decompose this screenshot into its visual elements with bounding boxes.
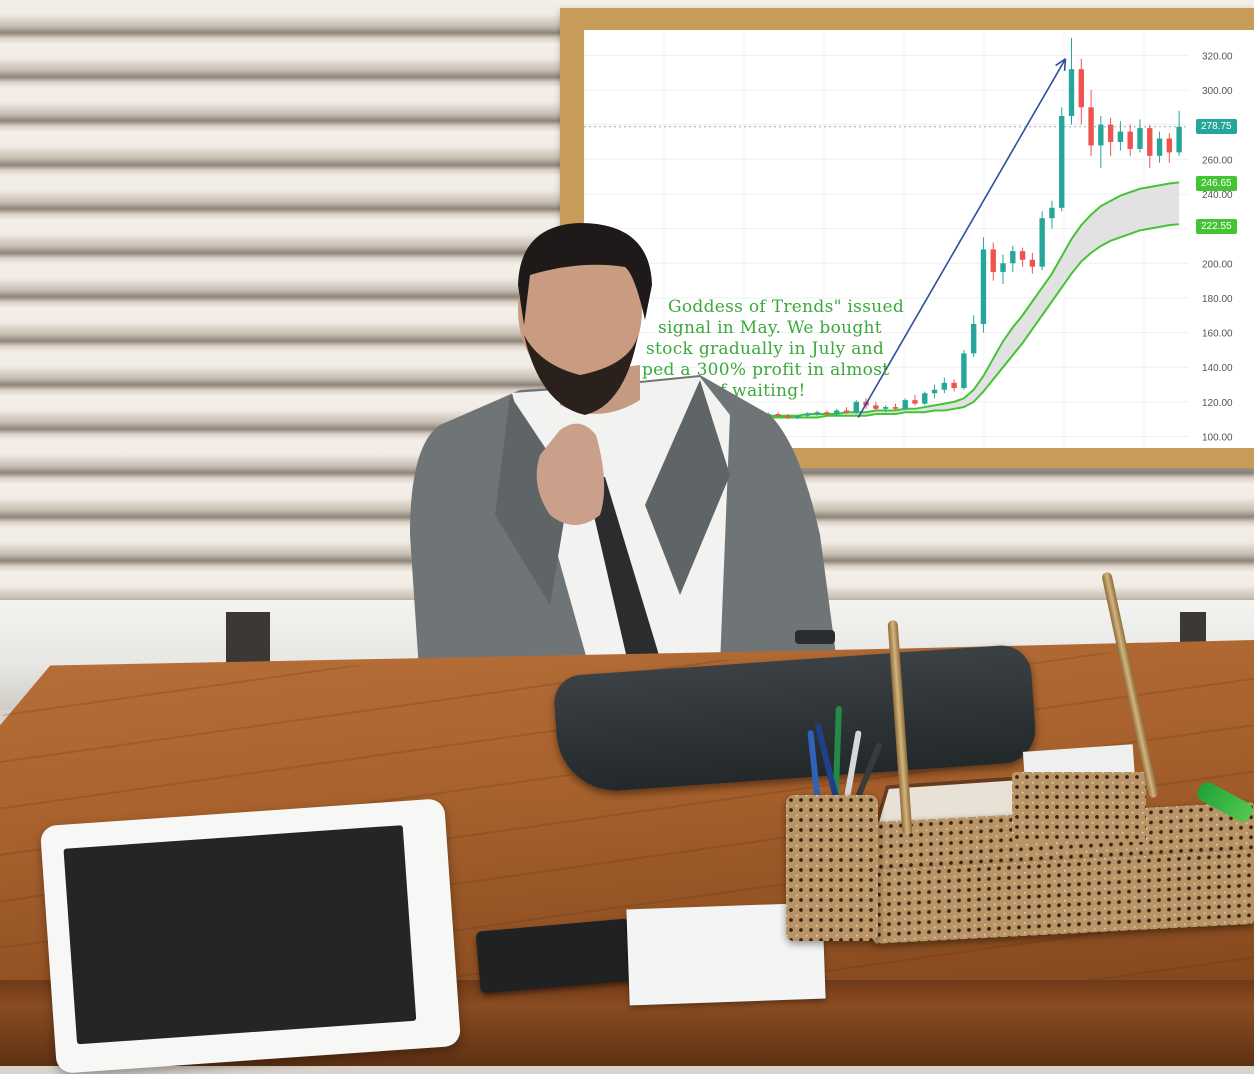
candle-body	[912, 400, 918, 404]
candle-body	[1176, 126, 1182, 153]
trend-arrow-head	[1055, 58, 1067, 71]
candle-body	[882, 407, 889, 409]
candle-body	[1068, 69, 1075, 116]
businessman	[410, 223, 840, 685]
candle-body	[1049, 207, 1055, 219]
candle-body	[961, 353, 967, 389]
candle-body	[1127, 131, 1133, 149]
candle-body	[834, 410, 840, 415]
y-tick-label: 200.00	[1202, 259, 1233, 270]
beard	[524, 335, 638, 415]
candle-body	[1029, 259, 1036, 267]
y-tick-label: 300.00	[1202, 86, 1233, 97]
candle-body	[1147, 128, 1153, 156]
pen-cup	[786, 795, 878, 941]
candle-body	[1156, 138, 1163, 156]
last-price-tag: 278.75	[1196, 119, 1237, 134]
ma-lower-tag: 222.55	[1196, 219, 1237, 234]
caption-line: Goddess of Trends" issued	[668, 297, 904, 317]
ma-band	[738, 182, 1180, 418]
candle-body	[775, 414, 781, 416]
y-tick-label: 260.00	[1202, 155, 1233, 166]
candle-body	[1107, 124, 1114, 142]
candle-body	[1010, 251, 1016, 264]
candle-body	[1166, 138, 1173, 153]
candle-body	[814, 412, 820, 415]
tablet-screen	[63, 825, 417, 1045]
candle-body	[970, 323, 977, 354]
y-tick-label: 160.00	[1202, 329, 1233, 340]
y-tick-label: 140.00	[1202, 363, 1233, 374]
lapel-left	[495, 395, 570, 605]
candle-body	[785, 415, 791, 418]
candle-body	[990, 249, 996, 272]
face	[518, 232, 642, 388]
candle-body	[1137, 128, 1143, 149]
candle-body	[902, 400, 908, 409]
candle-body	[1088, 107, 1094, 146]
hair	[518, 223, 652, 325]
y-tick-label: 240.00	[1202, 190, 1233, 201]
candle-body	[794, 415, 801, 418]
candle-body	[951, 382, 957, 389]
caption-line: ped a 300% profit in almost	[642, 360, 889, 380]
candle-body	[1019, 251, 1026, 260]
candle-body	[853, 401, 859, 413]
card-holder	[1012, 772, 1146, 842]
caption-line: signal in May. We bought	[658, 318, 882, 338]
caption-line: stock gradually in July and	[646, 339, 884, 359]
ma-upper-line	[738, 181, 1180, 417]
candle-body	[824, 412, 830, 415]
watch	[795, 630, 835, 644]
candle-body	[931, 389, 938, 394]
y-tick-label: 120.00	[1202, 398, 1233, 409]
candle-body	[922, 393, 928, 404]
candle-body	[873, 405, 879, 409]
candle-body	[1098, 124, 1104, 146]
y-tick-label: 100.00	[1202, 433, 1233, 444]
y-tick-label: 320.00	[1202, 51, 1233, 62]
candle-body	[1059, 115, 1065, 208]
candle-body	[1117, 131, 1124, 142]
tie	[585, 477, 665, 680]
tablet	[39, 798, 462, 1074]
trend-arrow	[857, 58, 1067, 418]
hand	[536, 423, 605, 525]
candle-body	[941, 382, 948, 390]
candle-body	[892, 407, 899, 409]
ma-upper-tag: 246.65	[1196, 176, 1237, 191]
candle-body	[804, 414, 811, 416]
candle-body	[980, 249, 987, 324]
y-tick-label: 180.00	[1202, 294, 1233, 305]
candle-body	[843, 410, 850, 413]
candle-body	[1078, 69, 1084, 108]
lapel-right	[645, 380, 730, 595]
candle-body	[1000, 263, 1006, 272]
ma-lower-line	[738, 223, 1180, 419]
candle-body	[1039, 218, 1045, 267]
